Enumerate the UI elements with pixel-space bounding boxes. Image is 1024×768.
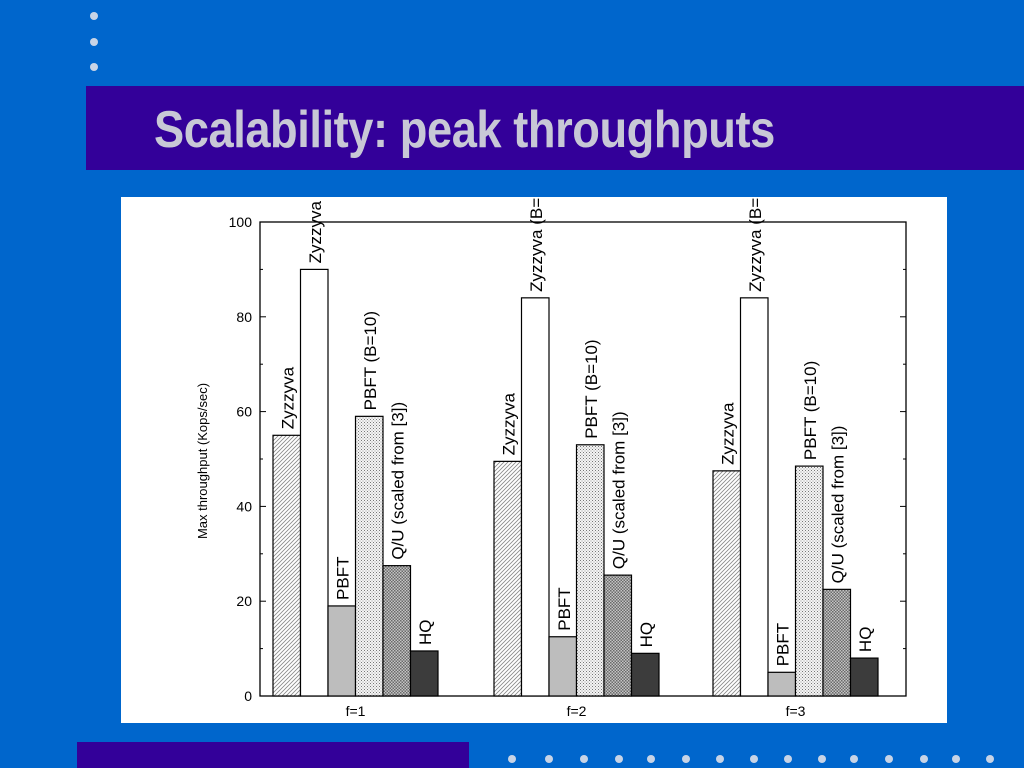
decor-dot: [750, 755, 758, 763]
decor-dot: [885, 755, 893, 763]
y-tick-label: 40: [236, 498, 252, 514]
y-tick-label: 0: [244, 688, 252, 704]
bar: [493, 460, 523, 697]
bottom-band: [77, 742, 469, 768]
decor-dot: [580, 755, 588, 763]
bar-label: Zyzzyva: [279, 366, 298, 429]
decor-dot: [850, 755, 858, 763]
bar-label: Zyzzyva (B=10): [527, 197, 546, 292]
bar-label: Q/U (scaled from [3]): [610, 411, 629, 569]
bar-label: PBFT: [555, 587, 574, 630]
decor-dot: [90, 63, 98, 71]
bar-label: HQ: [416, 619, 435, 645]
bar: [354, 415, 384, 697]
decor-dot: [818, 755, 826, 763]
bar-label: PBFT: [334, 556, 353, 599]
bar: [822, 588, 852, 697]
x-tick-label: f=3: [786, 703, 806, 719]
bar: [520, 297, 550, 697]
decor-dot: [90, 38, 98, 46]
bar: [548, 636, 578, 697]
decor-dot: [647, 755, 655, 763]
bar-label: Zyzzyva (B=10): [306, 197, 325, 263]
bar: [739, 297, 769, 697]
y-axis-label: Max throughput (Kops/sec): [195, 383, 210, 539]
bar: [767, 671, 797, 697]
bar-label: HQ: [856, 627, 875, 653]
decor-dot: [615, 755, 623, 763]
decor-dot: [90, 12, 98, 20]
bar-label: PBFT (B=10): [582, 339, 601, 438]
bar-label: Q/U (scaled from [3]): [389, 402, 408, 560]
decor-dot: [920, 755, 928, 763]
title-band: [86, 86, 1024, 170]
decor-dot: [986, 755, 994, 763]
bar-label: Zyzzyva (B=10): [746, 197, 765, 292]
y-tick-label: 20: [236, 593, 252, 609]
bar: [327, 605, 357, 697]
bar-label: HQ: [637, 622, 656, 648]
bar: [712, 470, 742, 697]
bar-label: Zyzzyva: [500, 392, 519, 455]
bar: [272, 434, 302, 697]
bar-label: Zyzzyva: [719, 402, 738, 465]
bar: [603, 574, 633, 697]
x-tick-label: f=2: [567, 703, 587, 719]
decor-dot: [716, 755, 724, 763]
decor-dot: [952, 755, 960, 763]
x-tick-label: f=1: [346, 703, 366, 719]
bar: [575, 444, 605, 697]
bar: [794, 465, 824, 697]
decor-dot: [682, 755, 690, 763]
bar-label: PBFT (B=10): [361, 311, 380, 410]
y-tick-label: 100: [229, 214, 253, 230]
decor-dot: [545, 755, 553, 763]
bar: [630, 652, 660, 697]
bar-chart: Max throughput (Kops/sec) 0 20 40 60 80 100 Zy…: [195, 197, 907, 719]
decor-dot: [508, 755, 516, 763]
decor-dot: [784, 755, 792, 763]
bar-label: PBFT: [774, 623, 793, 666]
y-tick-label: 80: [236, 309, 252, 325]
bar: [299, 268, 329, 697]
bar-label: PBFT (B=10): [801, 361, 820, 460]
chart-panel: Max throughput (Kops/sec) 0 20 40 60 80 100 Zy…: [121, 197, 947, 723]
slide-title: Scalability: peak throughputs: [154, 101, 775, 159]
y-tick-label: 60: [236, 404, 252, 420]
bar: [849, 657, 879, 697]
bar: [409, 650, 439, 697]
bar-label: Q/U (scaled from [3]): [829, 426, 848, 584]
bar: [382, 565, 412, 697]
